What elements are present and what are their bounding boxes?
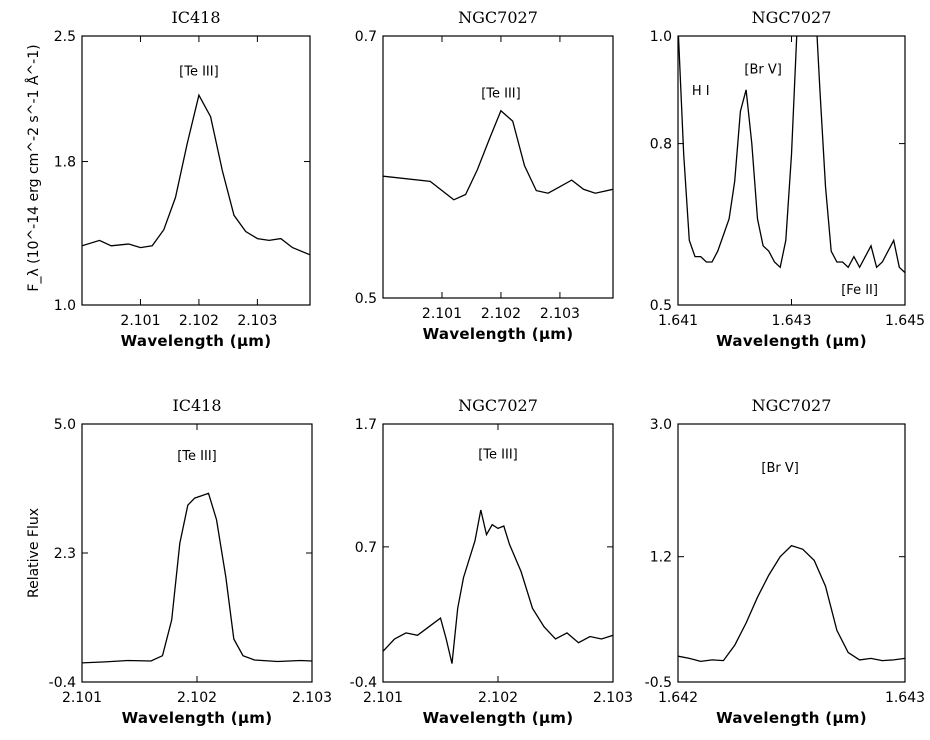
chart-title: IC418: [171, 8, 220, 27]
x-tick-label: 2.102: [481, 306, 521, 322]
chart-panel: NGC7027 2.101 2.102 2.103 -0.4 0.7 1.7 Waveleng…: [350, 396, 633, 727]
spectrum-line: [678, 36, 905, 274]
y-tick-label: -0.5: [645, 675, 672, 691]
y-tick-label: 2.5: [54, 29, 76, 45]
y-tick-label: -0.4: [49, 675, 76, 691]
chart-title: IC418: [172, 396, 221, 415]
x-tick-label: 1.643: [885, 690, 925, 706]
plot-frame: [677, 423, 906, 683]
x-tick-label: 2.101: [62, 690, 102, 706]
x-tick-label: 2.102: [478, 690, 518, 706]
line-annotation: [Fe II]: [841, 283, 878, 298]
x-axis-label: Wavelength (μm): [423, 325, 574, 343]
x-tick-label: 2.103: [292, 690, 332, 706]
chart-title: NGC7027: [752, 396, 832, 415]
y-tick-label: 1.0: [650, 29, 672, 45]
x-tick-label: 2.102: [179, 313, 219, 329]
y-tick-label: 2.3: [54, 546, 76, 562]
chart-panel: NGC7027 1.641 1.643 1.645 0.5 0.8 1.0 Wavelengt…: [650, 8, 925, 350]
y-tick-label: 1.2: [650, 550, 672, 566]
x-tick-label: 2.101: [363, 690, 403, 706]
spectrum-line: [678, 544, 905, 663]
y-tick-label: 1.8: [54, 155, 76, 171]
plot-frame: [382, 35, 614, 299]
x-tick-label: 2.101: [120, 313, 160, 329]
x-axis-label: Wavelength (μm): [716, 709, 867, 727]
y-tick-label: 0.7: [355, 540, 377, 556]
line-annotation: [Br V]: [761, 461, 798, 476]
chart-panel: IC418 2.101 2.102 2.103 -0.4 2.3 5.0 Wavelength…: [49, 396, 332, 727]
x-tick-label: 1.645: [885, 313, 925, 329]
spectrum-line: [383, 509, 613, 664]
x-axis-label: Wavelength (μm): [121, 332, 272, 350]
spectrum-line: [82, 93, 310, 256]
x-tick-label: 2.101: [422, 306, 462, 322]
y-tick-label: -0.4: [350, 675, 377, 691]
y-tick-label: 0.5: [650, 298, 672, 314]
chart-title: NGC7027: [458, 8, 538, 27]
line-annotation: [Te III]: [179, 64, 219, 79]
spectrum-line: [383, 109, 613, 201]
y-tick-label: 0.7: [355, 29, 377, 45]
x-tick-label: 1.643: [771, 313, 811, 329]
y-tick-label: 5.0: [54, 417, 76, 433]
top-ylabel: F_λ (10^-14 erg cm^-2 s^-1 Å^-1): [25, 44, 42, 291]
x-tick-label: 2.102: [177, 690, 217, 706]
y-tick-label: 0.5: [355, 291, 377, 307]
y-tick-label: 1.0: [54, 298, 76, 314]
x-axis-label: Wavelength (μm): [716, 332, 867, 350]
line-annotation: [Br V]: [744, 63, 781, 78]
bottom-ylabel: Relative Flux: [26, 508, 42, 598]
plot-frame: [81, 35, 311, 306]
y-tick-label: 0.8: [650, 137, 672, 153]
x-tick-label: 2.103: [593, 690, 633, 706]
y-tick-label: 3.0: [650, 417, 672, 433]
spectrum-line: [82, 492, 312, 664]
x-tick-label: 1.641: [658, 313, 698, 329]
chart-panel: NGC7027 2.101 2.102 2.103 0.5 0.7 Wavelength (…: [355, 8, 614, 343]
chart-title: NGC7027: [458, 396, 538, 415]
x-tick-label: 2.103: [540, 306, 580, 322]
y-tick-label: 1.7: [355, 417, 377, 433]
chart-title: NGC7027: [752, 8, 832, 27]
x-tick-label: 2.103: [237, 313, 277, 329]
x-axis-label: Wavelength (μm): [423, 709, 574, 727]
chart-panel: NGC7027 1.642 1.643 -0.5 1.2 3.0 Wavelength (μ…: [645, 396, 925, 727]
line-annotation: [Te III]: [481, 87, 521, 102]
line-annotation: [Te III]: [478, 447, 518, 462]
x-axis-label: Wavelength (μm): [122, 709, 273, 727]
line-annotation: [Te III]: [177, 449, 217, 464]
plot-frame: [677, 35, 906, 306]
chart-panel: IC418 2.101 2.102 2.103 1.0 1.8 2.5 Wavelength …: [54, 8, 311, 350]
x-tick-label: 1.642: [658, 690, 698, 706]
line-annotation: H I: [692, 84, 710, 99]
